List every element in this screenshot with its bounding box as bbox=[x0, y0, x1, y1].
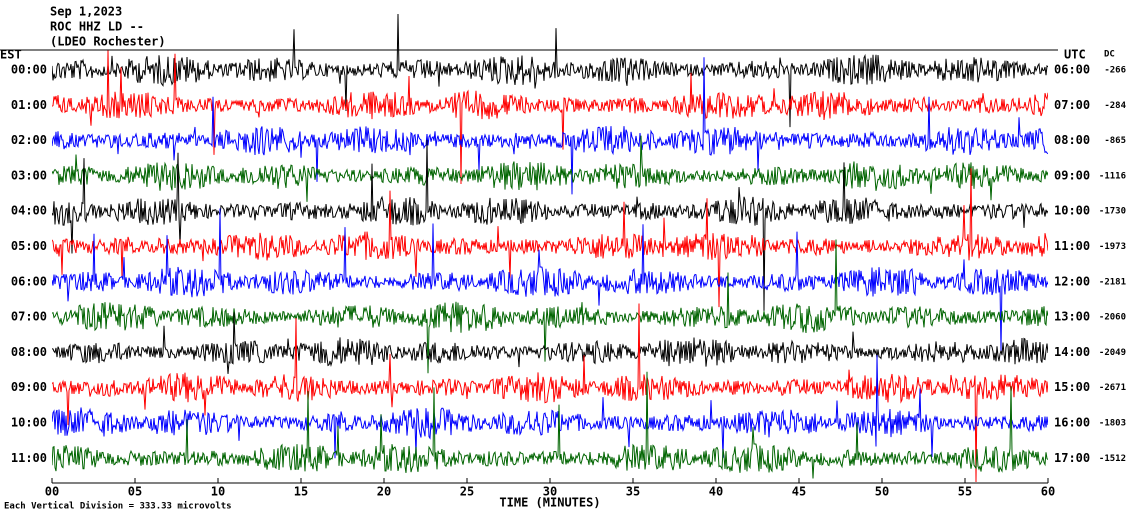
x-tick-label: 60 bbox=[1041, 485, 1055, 499]
est-label: 00:00 bbox=[11, 63, 47, 77]
utc-label: 06:00 bbox=[1054, 63, 1090, 77]
utc-label: 11:00 bbox=[1054, 239, 1090, 253]
trace bbox=[52, 13, 1048, 128]
trace bbox=[52, 371, 1048, 479]
trace bbox=[52, 168, 1048, 308]
utc-label: 14:00 bbox=[1054, 345, 1090, 359]
est-label: 05:00 bbox=[11, 239, 47, 253]
trace bbox=[52, 354, 1048, 459]
utc-label: 13:00 bbox=[1054, 310, 1090, 324]
dc-label: -2181 bbox=[1099, 277, 1126, 287]
traces bbox=[52, 13, 1048, 483]
x-tick-label: 05 bbox=[128, 485, 142, 499]
x-tick-label: 15 bbox=[294, 485, 308, 499]
footer: Each Vertical Division = 333.33 microvol… bbox=[4, 501, 232, 512]
utc-label: 10:00 bbox=[1054, 204, 1090, 218]
est-label: 09:00 bbox=[11, 380, 47, 394]
est-label: 03:00 bbox=[11, 168, 47, 182]
left-zone: EST bbox=[0, 48, 22, 62]
x-tick-label: 10 bbox=[211, 485, 225, 499]
header-date: Sep 1,2023 bbox=[50, 5, 122, 19]
right-zone: UTC bbox=[1064, 48, 1086, 62]
trace bbox=[52, 57, 1048, 195]
est-label: 11:00 bbox=[11, 451, 47, 465]
x-tick-label: 50 bbox=[875, 485, 889, 499]
x-tick-label: 25 bbox=[460, 485, 474, 499]
utc-label: 08:00 bbox=[1054, 133, 1090, 147]
utc-label: 17:00 bbox=[1054, 451, 1090, 465]
x-tick-label: 35 bbox=[626, 485, 640, 499]
dc-label: -266 bbox=[1104, 66, 1126, 76]
trace bbox=[52, 312, 1048, 374]
utc-label: 16:00 bbox=[1054, 416, 1090, 430]
header-location: (LDEO Rochester) bbox=[50, 35, 166, 49]
dc-label: -2060 bbox=[1099, 313, 1126, 323]
x-tick-label: 00 bbox=[45, 485, 59, 499]
est-label: 04:00 bbox=[11, 204, 47, 218]
est-label: 07:00 bbox=[11, 310, 47, 324]
dc-label: -2671 bbox=[1099, 383, 1126, 393]
dc-label: -1512 bbox=[1099, 454, 1126, 464]
trace bbox=[52, 239, 1048, 374]
utc-label: 07:00 bbox=[1054, 98, 1090, 112]
est-label: 08:00 bbox=[11, 345, 47, 359]
trace bbox=[52, 208, 1048, 352]
utc-label: 09:00 bbox=[1054, 168, 1090, 182]
x-tick-label: 45 bbox=[792, 485, 806, 499]
dc-label: -2049 bbox=[1099, 348, 1126, 358]
dc-title: DC bbox=[1104, 50, 1115, 60]
est-label: 01:00 bbox=[11, 98, 47, 112]
dc-label: -284 bbox=[1104, 101, 1126, 111]
header-station: ROC HHZ LD -- bbox=[50, 20, 144, 34]
est-label: 02:00 bbox=[11, 133, 47, 147]
x-tick-label: 40 bbox=[709, 485, 723, 499]
dc-label: -1973 bbox=[1099, 242, 1126, 252]
x-tick-label: 20 bbox=[377, 485, 391, 499]
utc-label: 12:00 bbox=[1054, 274, 1090, 288]
utc-label: 15:00 bbox=[1054, 380, 1090, 394]
x-tick-label: 30 bbox=[543, 485, 557, 499]
est-label: 06:00 bbox=[11, 274, 47, 288]
dc-label: -865 bbox=[1104, 136, 1126, 146]
trace bbox=[52, 303, 1048, 483]
dc-label: -1803 bbox=[1099, 419, 1126, 429]
trace bbox=[52, 49, 1048, 185]
dc-label: -1116 bbox=[1099, 171, 1126, 181]
est-label: 10:00 bbox=[11, 416, 47, 430]
x-axis-title: TIME (MINUTES) bbox=[499, 496, 600, 510]
trace bbox=[52, 135, 1048, 202]
dc-label: -1730 bbox=[1099, 207, 1126, 217]
x-tick-label: 55 bbox=[958, 485, 972, 499]
trace bbox=[52, 139, 1048, 311]
